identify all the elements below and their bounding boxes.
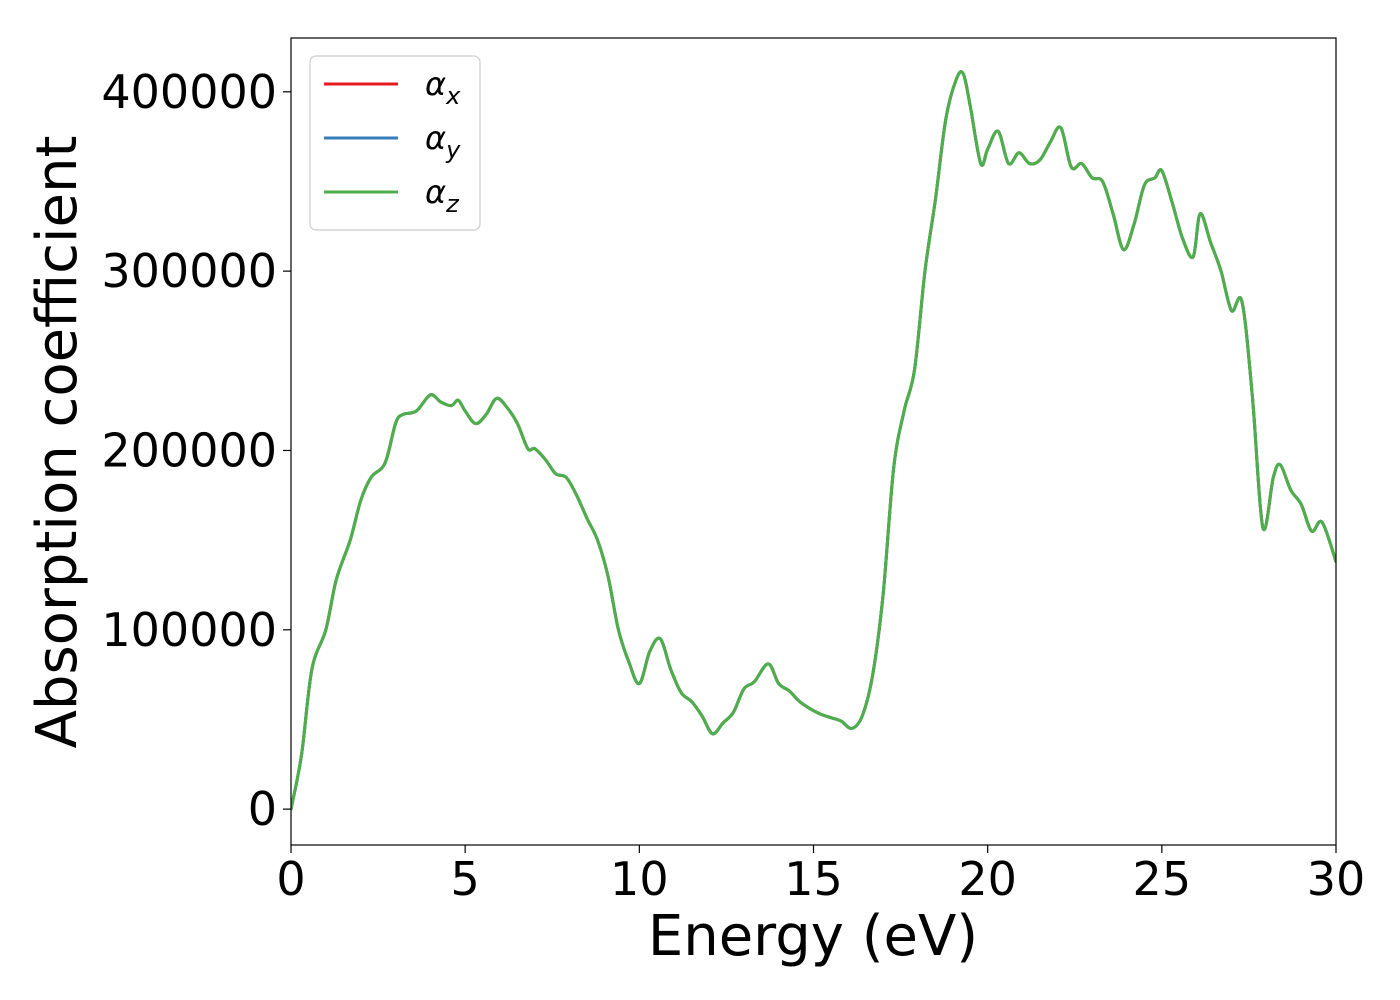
y-tick-label: 100000: [101, 603, 277, 657]
legend-label-3: αz: [425, 173, 460, 218]
y-tick-label: 400000: [101, 65, 277, 119]
legend: αx αy αz: [309, 55, 481, 231]
x-tick-label: 0: [276, 852, 305, 906]
legend-label-1: αx: [425, 65, 461, 110]
y-axis-title: Absorption coefficient: [25, 136, 90, 749]
x-tick-label: 15: [784, 852, 843, 906]
x-axis-title: Energy (eV): [648, 904, 978, 969]
x-axis-ticks: 0 5 10 15 20 25 30: [276, 845, 1365, 906]
x-tick-label: 20: [958, 852, 1017, 906]
series-line-3: [291, 70, 1336, 811]
x-tick-label: 10: [610, 852, 669, 906]
y-tick-label: 300000: [101, 244, 277, 298]
y-axis-ticks: 0 100000 200000 300000 400000: [101, 65, 291, 836]
legend-label-2: αy: [425, 119, 461, 164]
y-tick-label: 0: [248, 782, 277, 836]
x-tick-label: 5: [451, 852, 480, 906]
x-tick-label: 30: [1307, 852, 1366, 906]
series-layer: [291, 70, 1336, 811]
x-tick-label: 25: [1133, 852, 1192, 906]
legend-frame: [309, 55, 481, 231]
y-tick-label: 200000: [101, 423, 277, 477]
